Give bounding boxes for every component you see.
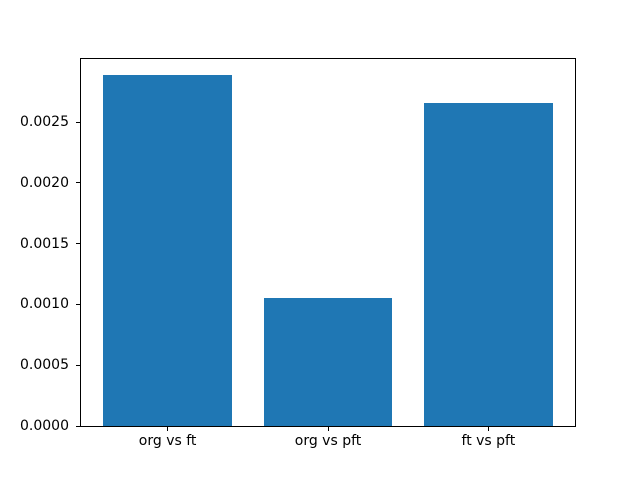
x-tick-mark	[327, 427, 329, 431]
bar-org-vs-pft	[263, 298, 393, 426]
plot-area	[80, 58, 576, 427]
y-tick-label: 0.0015	[20, 235, 69, 252]
y-tick-mark	[76, 303, 80, 305]
bar-org-vs-ft	[103, 74, 232, 426]
x-tick-label: org vs ft	[138, 433, 197, 449]
y-tick-label: 0.0000	[20, 418, 69, 434]
y-tick-label: 0.0025	[20, 114, 69, 131]
y-tick-mark	[76, 182, 80, 184]
bar-ft-vs-pft	[424, 102, 553, 426]
x-tick-mark	[487, 427, 489, 431]
y-tick-mark	[76, 243, 80, 245]
x-tick-label: ft vs pft	[461, 433, 516, 449]
y-tick-mark	[76, 121, 80, 123]
y-tick-label: 0.0010	[20, 296, 69, 313]
x-tick-label: org vs pft	[294, 433, 362, 449]
y-tick-label: 0.0020	[20, 174, 69, 191]
y-tick-label: 0.0005	[20, 357, 69, 374]
y-tick-mark	[76, 425, 80, 427]
x-tick-mark	[167, 427, 169, 431]
y-tick-mark	[76, 364, 80, 366]
